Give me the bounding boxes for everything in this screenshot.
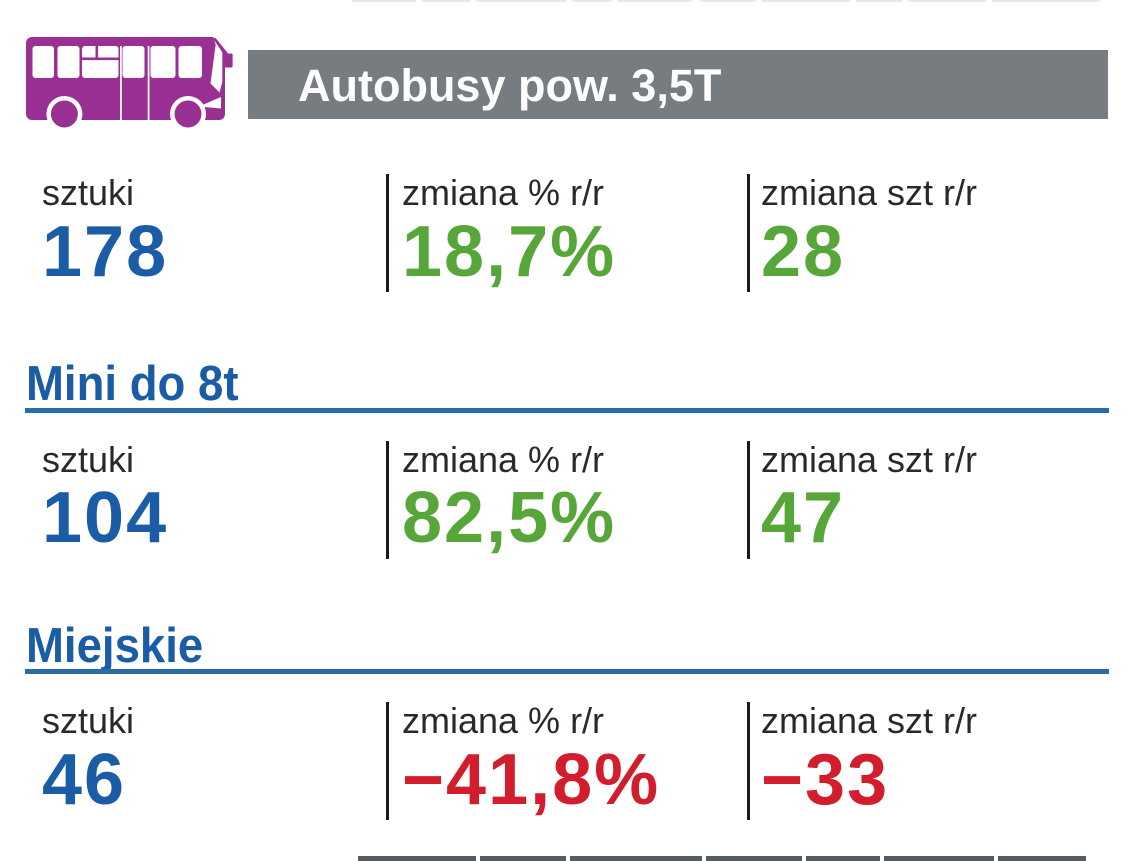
column-divider	[385, 441, 389, 559]
stat-label-sztuki: sztuki	[42, 171, 135, 213]
section-rule	[25, 407, 1109, 413]
stat-value-zmiana-szt: 47	[761, 477, 846, 558]
stat-label-zmiana-szt: zmiana szt r/r	[761, 699, 978, 741]
page-title: Autobusy pow. 3,5T	[298, 60, 722, 112]
stat-label-zmiana-procent: zmiana % r/r	[402, 171, 605, 213]
bottom-cropped-content-strip	[0, 856, 1140, 861]
column-divider	[747, 174, 750, 292]
header-bar: Autobusy pow. 3,5T	[248, 50, 1108, 119]
stat-value-sztuki: 46	[42, 739, 127, 820]
stat-value-zmiana-szt: −33	[761, 739, 890, 820]
column-divider	[747, 441, 750, 559]
column-divider	[747, 702, 750, 820]
stat-value-sztuki: 178	[42, 211, 169, 292]
stat-value-zmiana-procent: −41,8%	[402, 739, 661, 820]
stat-value-zmiana-procent: 18,7%	[402, 211, 617, 292]
top-cropped-content-strip	[0, 0, 1140, 2]
section-heading-miejskie: Miejskie	[25, 618, 203, 674]
bus-icon	[26, 36, 233, 129]
stat-label-zmiana-procent: zmiana % r/r	[402, 438, 605, 480]
stat-label-zmiana-szt: zmiana szt r/r	[761, 438, 978, 480]
stat-value-zmiana-procent: 82,5%	[402, 477, 617, 558]
stat-label-sztuki: sztuki	[42, 699, 135, 741]
stat-label-sztuki: sztuki	[42, 438, 135, 480]
stat-label-zmiana-szt: zmiana szt r/r	[761, 171, 978, 213]
column-divider	[385, 174, 389, 292]
section-rule	[25, 668, 1109, 674]
column-divider	[385, 702, 389, 820]
section-heading-mini: Mini do 8t	[25, 355, 238, 411]
stat-value-sztuki: 104	[42, 477, 169, 558]
stat-label-zmiana-procent: zmiana % r/r	[402, 699, 605, 741]
stat-value-zmiana-szt: 28	[761, 211, 846, 292]
